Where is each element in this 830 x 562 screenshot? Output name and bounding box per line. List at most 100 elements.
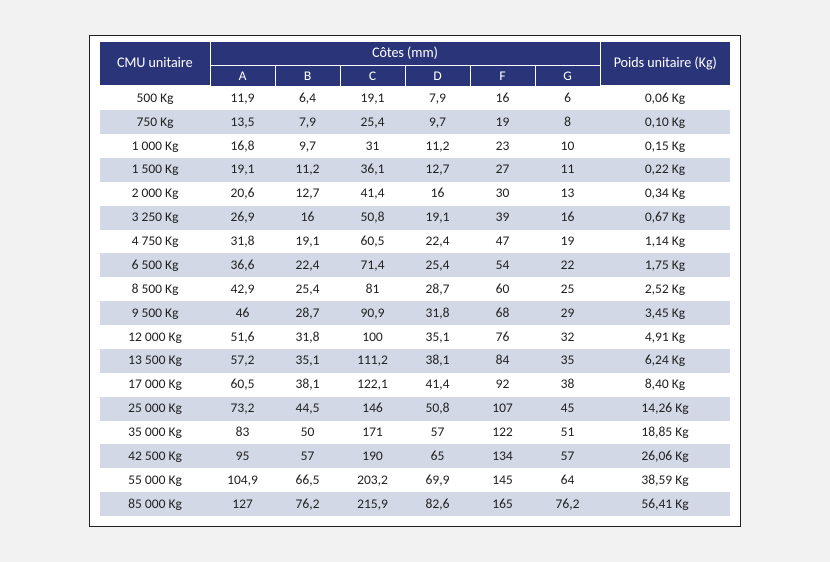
cell-a: 104,9 — [210, 468, 275, 492]
cell-weight: 0,67 Kg — [600, 206, 730, 230]
cell-c: 215,9 — [340, 492, 405, 516]
cell-d: 41,4 — [405, 373, 470, 397]
cell-a: 95 — [210, 444, 275, 468]
table-body: 500 Kg11,96,419,17,91660,06 Kg750 Kg13,5… — [100, 86, 730, 516]
cell-weight: 38,59 Kg — [600, 468, 730, 492]
cell-c: 146 — [340, 397, 405, 421]
table-row: 12 000 Kg51,631,810035,176324,91 Kg — [100, 325, 730, 349]
cell-d: 19,1 — [405, 206, 470, 230]
table-row: 25 000 Kg73,244,514650,81074514,26 Kg — [100, 397, 730, 421]
cell-d: 82,6 — [405, 492, 470, 516]
cell-c: 100 — [340, 325, 405, 349]
cell-cmu: 13 500 Kg — [100, 349, 210, 373]
cell-c: 90,9 — [340, 301, 405, 325]
cell-f: 122 — [470, 421, 535, 445]
cell-c: 81 — [340, 277, 405, 301]
cell-d: 38,1 — [405, 349, 470, 373]
cell-g: 11 — [535, 158, 600, 182]
cell-f: 92 — [470, 373, 535, 397]
cell-f: 107 — [470, 397, 535, 421]
cell-c: 25,4 — [340, 110, 405, 134]
cell-f: 134 — [470, 444, 535, 468]
cell-b: 35,1 — [275, 349, 340, 373]
table-row: 4 750 Kg31,819,160,522,447191,14 Kg — [100, 230, 730, 254]
spec-table: CMU unitaire Côtes (mm) Poids unitaire (… — [100, 42, 730, 516]
cell-g: 25 — [535, 277, 600, 301]
spec-table-container: CMU unitaire Côtes (mm) Poids unitaire (… — [89, 35, 741, 527]
cell-weight: 4,91 Kg — [600, 325, 730, 349]
table-row: 3 250 Kg26,91650,819,139160,67 Kg — [100, 206, 730, 230]
header-col-d: D — [405, 65, 470, 86]
cell-a: 11,9 — [210, 86, 275, 110]
cell-cmu: 25 000 Kg — [100, 397, 210, 421]
cell-weight: 0,22 Kg — [600, 158, 730, 182]
cell-b: 9,7 — [275, 134, 340, 158]
cell-cmu: 8 500 Kg — [100, 277, 210, 301]
header-col-c: C — [340, 65, 405, 86]
cell-b: 25,4 — [275, 277, 340, 301]
cell-cmu: 2 000 Kg — [100, 182, 210, 206]
table-row: 1 000 Kg16,89,73111,223100,15 Kg — [100, 134, 730, 158]
cell-c: 71,4 — [340, 253, 405, 277]
cell-a: 42,9 — [210, 277, 275, 301]
cell-weight: 2,52 Kg — [600, 277, 730, 301]
cell-b: 16 — [275, 206, 340, 230]
table-row: 13 500 Kg57,235,1111,238,184356,24 Kg — [100, 349, 730, 373]
cell-d: 12,7 — [405, 158, 470, 182]
cell-g: 57 — [535, 444, 600, 468]
cell-f: 60 — [470, 277, 535, 301]
cell-b: 7,9 — [275, 110, 340, 134]
cell-a: 19,1 — [210, 158, 275, 182]
table-header: CMU unitaire Côtes (mm) Poids unitaire (… — [100, 42, 730, 86]
cell-cmu: 6 500 Kg — [100, 253, 210, 277]
table-row: 9 500 Kg4628,790,931,868293,45 Kg — [100, 301, 730, 325]
cell-f: 76 — [470, 325, 535, 349]
cell-cmu: 55 000 Kg — [100, 468, 210, 492]
cell-f: 145 — [470, 468, 535, 492]
cell-b: 76,2 — [275, 492, 340, 516]
cell-cmu: 1 000 Kg — [100, 134, 210, 158]
cell-cmu: 750 Kg — [100, 110, 210, 134]
cell-a: 73,2 — [210, 397, 275, 421]
cell-f: 30 — [470, 182, 535, 206]
cell-f: 23 — [470, 134, 535, 158]
table-row: 35 000 Kg8350171571225118,85 Kg — [100, 421, 730, 445]
cell-g: 64 — [535, 468, 600, 492]
cell-f: 165 — [470, 492, 535, 516]
cell-d: 9,7 — [405, 110, 470, 134]
cell-weight: 26,06 Kg — [600, 444, 730, 468]
cell-d: 22,4 — [405, 230, 470, 254]
cell-a: 83 — [210, 421, 275, 445]
table-row: 2 000 Kg20,612,741,41630130,34 Kg — [100, 182, 730, 206]
cell-g: 45 — [535, 397, 600, 421]
cell-c: 60,5 — [340, 230, 405, 254]
table-row: 750 Kg13,57,925,49,71980,10 Kg — [100, 110, 730, 134]
cell-cmu: 17 000 Kg — [100, 373, 210, 397]
cell-b: 50 — [275, 421, 340, 445]
cell-weight: 18,85 Kg — [600, 421, 730, 445]
cell-g: 29 — [535, 301, 600, 325]
cell-a: 16,8 — [210, 134, 275, 158]
cell-a: 46 — [210, 301, 275, 325]
cell-cmu: 42 500 Kg — [100, 444, 210, 468]
table-row: 55 000 Kg104,966,5203,269,91456438,59 Kg — [100, 468, 730, 492]
cell-weight: 14,26 Kg — [600, 397, 730, 421]
cell-cmu: 12 000 Kg — [100, 325, 210, 349]
cell-g: 32 — [535, 325, 600, 349]
cell-c: 31 — [340, 134, 405, 158]
cell-d: 69,9 — [405, 468, 470, 492]
cell-d: 50,8 — [405, 397, 470, 421]
cell-b: 19,1 — [275, 230, 340, 254]
cell-f: 19 — [470, 110, 535, 134]
cell-f: 84 — [470, 349, 535, 373]
cell-b: 57 — [275, 444, 340, 468]
cell-d: 7,9 — [405, 86, 470, 110]
cell-cmu: 9 500 Kg — [100, 301, 210, 325]
cell-d: 31,8 — [405, 301, 470, 325]
cell-weight: 0,06 Kg — [600, 86, 730, 110]
table-row: 85 000 Kg12776,2215,982,616576,256,41 Kg — [100, 492, 730, 516]
cell-d: 16 — [405, 182, 470, 206]
table-row: 6 500 Kg36,622,471,425,454221,75 Kg — [100, 253, 730, 277]
header-col-a: A — [210, 65, 275, 86]
cell-c: 36,1 — [340, 158, 405, 182]
